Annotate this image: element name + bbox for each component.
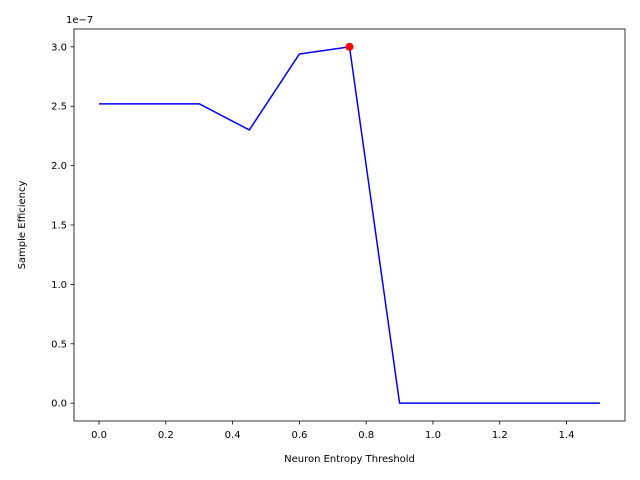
y-tick-label: 0.0 [51, 399, 67, 410]
y-tick-label: 0.5 [51, 339, 67, 350]
x-axis-label: Neuron Entropy Threshold [284, 454, 415, 465]
series-line [99, 46, 600, 404]
y-tick-label: 3.0 [51, 42, 67, 53]
y-axis-ticks: 0.0 0.5 1.0 1.5 2.0 2.5 3.0 [51, 42, 74, 410]
x-tick-label: 1.0 [425, 430, 441, 441]
max-point-marker [345, 42, 354, 51]
x-tick-label: 1.2 [492, 430, 508, 441]
y-offset-label: 1e−7 [66, 15, 93, 26]
x-tick-label: 0.4 [225, 430, 241, 441]
x-tick-label: 0.6 [291, 430, 307, 441]
y-tick-label: 1.0 [51, 280, 67, 291]
x-tick-label: 0.8 [358, 430, 374, 441]
y-tick-label: 2.5 [51, 102, 67, 113]
y-tick-label: 2.0 [51, 161, 67, 172]
y-axis-label: Sample Efficiency [17, 180, 28, 269]
x-axis-ticks: 0.0 0.2 0.4 0.6 0.8 1.0 1.2 1.4 [91, 421, 575, 441]
x-tick-label: 0.0 [91, 430, 107, 441]
plot-area [99, 42, 600, 404]
axes-frame [73, 28, 626, 422]
x-tick-label: 0.2 [158, 430, 174, 441]
y-tick-label: 1.5 [51, 221, 67, 232]
x-tick-label: 1.4 [559, 430, 575, 441]
